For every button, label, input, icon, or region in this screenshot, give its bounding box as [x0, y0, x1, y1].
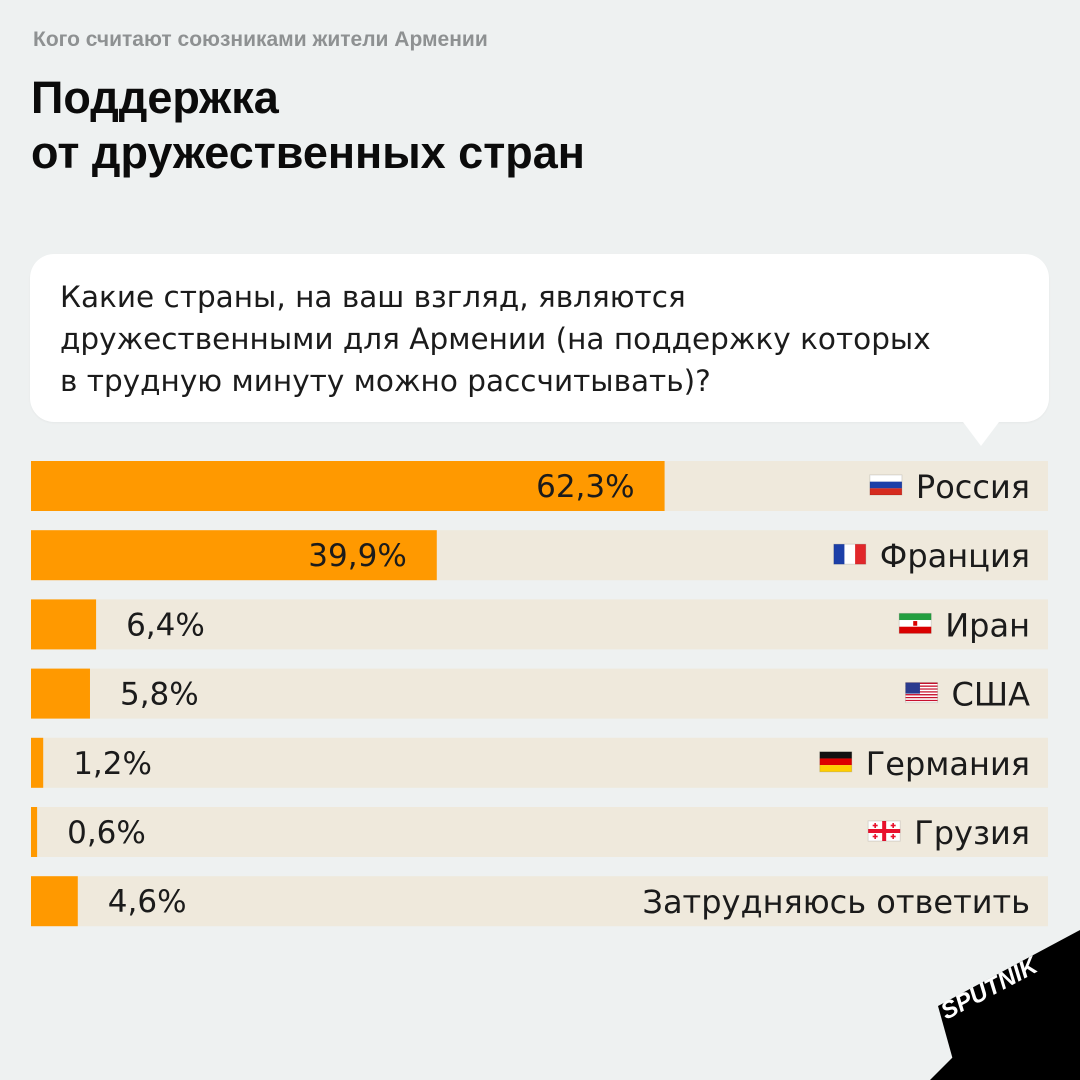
bar [31, 807, 38, 857]
russia-flag-icon [869, 474, 903, 496]
bar [31, 668, 90, 719]
value-label: 5,8% [120, 677, 199, 713]
germany-flag-icon [819, 751, 853, 773]
category-label: Иран [945, 606, 1030, 644]
bar-track [31, 876, 1048, 927]
value-label: 1,2% [73, 746, 152, 782]
iran-flag-icon [898, 612, 932, 634]
category-label: Германия [866, 745, 1030, 783]
value-label: 6,4% [126, 607, 205, 643]
bar-track [31, 668, 1048, 719]
question-line-1: Какие страны, на ваш взгляд, являются [60, 280, 686, 314]
bar [31, 876, 78, 927]
value-label: 62,3% [536, 469, 634, 505]
france-flag-icon [833, 543, 867, 565]
bar [31, 599, 97, 650]
value-label: 0,6% [67, 815, 146, 851]
question-text: Какие страны, на ваш взгляд, являются др… [60, 276, 1019, 402]
title-line-1: Поддержка [31, 72, 279, 123]
logo-triangle-outer [938, 930, 1080, 1078]
bar-track [31, 737, 1048, 788]
kicker-text: Кого считают союзниками жители Армении [33, 28, 488, 51]
bar [31, 737, 44, 788]
question-line-2: дружественными для Армении (на поддержку… [60, 322, 931, 356]
value-label: 39,9% [308, 538, 406, 574]
category-label: США [952, 676, 1031, 714]
value-label: 4,6% [108, 884, 187, 920]
question-bubble: Какие страны, на ваш взгляд, являются др… [30, 254, 1049, 446]
usa-flag-icon [905, 682, 939, 704]
category-label: Затрудняюсь ответить [642, 883, 1030, 921]
category-label: Россия [916, 468, 1030, 506]
category-label: Франция [880, 537, 1030, 575]
question-line-3: в трудную минуту можно рассчитывать)? [60, 364, 711, 398]
bar [31, 530, 437, 581]
category-label: Грузия [914, 814, 1030, 852]
georgia-flag-icon [867, 820, 901, 842]
title-line-2: от дружественных стран [31, 127, 585, 178]
page-title: Поддержка от дружественных стран [31, 70, 585, 180]
bar [31, 461, 665, 511]
bar-track [31, 599, 1048, 650]
